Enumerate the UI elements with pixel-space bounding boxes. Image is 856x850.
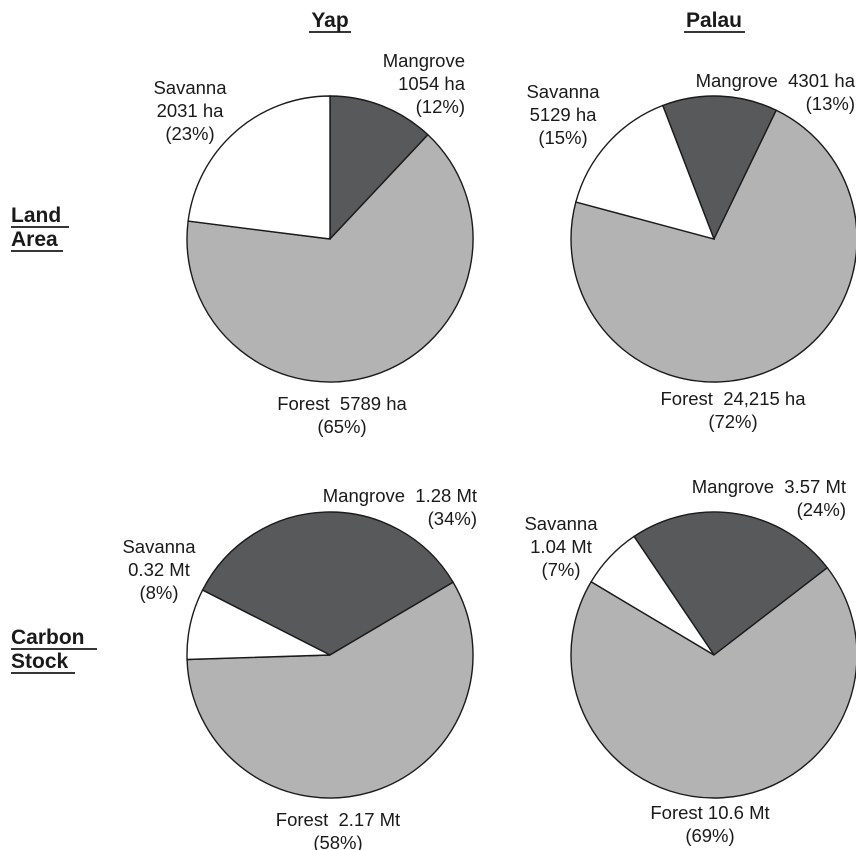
- slice-label-mangrove: Mangrove 1054 ha (12%): [383, 50, 466, 117]
- slice-label-line: (12%): [416, 96, 465, 117]
- row-header-carbon-stock: Carbon Stock: [11, 626, 97, 674]
- pie-slice-mangrove: [201, 511, 455, 656]
- column-header-yap: Yap: [309, 9, 351, 33]
- slice-label-line: Mangrove 1.28 Mt: [323, 485, 477, 506]
- slice-label-savanna: Savanna 2031 ha (23%): [153, 77, 227, 144]
- slice-label-line: (69%): [685, 825, 734, 846]
- pie-slice-forest: [570, 109, 856, 383]
- column-header-palau: Palau: [684, 9, 745, 33]
- slice-label-line: 1054 ha: [398, 73, 466, 94]
- slice-label-line: (15%): [538, 127, 587, 148]
- slice-label-mangrove: Mangrove 3.57 Mt (24%): [692, 476, 846, 520]
- pie-chart-palau-land-area: Mangrove 4301 ha (13%) Savanna 5129 ha (15%)…: [526, 70, 856, 432]
- pie-slice-mangrove: [633, 511, 829, 657]
- slice-label-line: (72%): [708, 411, 757, 432]
- slice-label-line: 0.32 Mt: [128, 559, 190, 580]
- slice-label-line: (7%): [541, 559, 580, 580]
- row-header-land-area: Land Area: [11, 204, 69, 252]
- slice-label-line: Savanna: [526, 81, 600, 102]
- row-header-land-area-line2: Area: [11, 228, 58, 251]
- slice-label-forest: Forest 10.6 Mt (69%): [650, 802, 769, 846]
- pie-chart-yap-carbon-stock: Mangrove 1.28 Mt (34%) Savanna 0.32 Mt (8%) F…: [122, 485, 477, 850]
- row-header-carbon-stock-line2: Stock: [11, 650, 69, 673]
- column-header-palau-text: Palau: [686, 9, 742, 32]
- slice-label-line: Forest 2.17 Mt: [276, 809, 400, 830]
- slice-label-line: 2031 ha: [157, 100, 225, 121]
- column-header-yap-text: Yap: [311, 9, 348, 32]
- row-header-land-area-line1: Land: [11, 204, 61, 227]
- slice-label-forest: Forest 5789 ha (65%): [277, 393, 407, 437]
- pie-slice-mangrove: [329, 95, 429, 241]
- slice-label-line: 5129 ha: [530, 104, 598, 125]
- slice-label-savanna: Savanna 1.04 Mt (7%): [524, 513, 598, 580]
- slice-label-line: Savanna: [122, 536, 196, 557]
- slice-label-line: Mangrove 3.57 Mt: [692, 476, 846, 497]
- slice-label-line: (23%): [165, 123, 214, 144]
- slice-label-mangrove: Mangrove 4301 ha (13%): [696, 70, 856, 114]
- pie-slice-forest: [186, 133, 474, 383]
- slice-label-line: (34%): [428, 508, 477, 529]
- slice-label-line: Savanna: [153, 77, 227, 98]
- slice-label-mangrove: Mangrove 1.28 Mt (34%): [323, 485, 477, 529]
- pie-slice-forest: [570, 566, 856, 799]
- slice-label-line: Forest 24,215 ha: [660, 388, 806, 409]
- pie-chart-yap-land-area: Mangrove 1054 ha (12%) Savanna 2031 ha (23%) F…: [153, 50, 474, 437]
- slice-label-forest: Forest 2.17 Mt (58%): [276, 809, 400, 850]
- slice-label-line: 1.04 Mt: [530, 536, 592, 557]
- pies-group: Mangrove 1054 ha (12%)Savanna 2031 ha (23%)F…: [122, 50, 856, 850]
- pie-chart-palau-carbon-stock: Mangrove 3.57 Mt (24%) Savanna 1.04 Mt (7%) F…: [524, 476, 856, 846]
- slice-label-line: Forest 10.6 Mt: [650, 802, 769, 823]
- pie-slice-savanna: [187, 95, 331, 240]
- pie-slice-mangrove: [661, 95, 778, 241]
- slice-label-forest: Forest 24,215 ha (72%): [660, 388, 806, 432]
- pie-slice-savanna: [186, 589, 331, 661]
- slice-label-line: Mangrove: [383, 50, 465, 71]
- slice-label-savanna: Savanna 0.32 Mt (8%): [122, 536, 196, 603]
- pie-slice-forest: [186, 581, 474, 799]
- slice-label-line: Forest 5789 ha: [277, 393, 407, 414]
- slice-label-line: Mangrove 4301 ha: [696, 70, 856, 91]
- slice-label-line: (58%): [313, 832, 362, 850]
- slice-label-line: (65%): [317, 416, 366, 437]
- slice-label-line: Savanna: [524, 513, 598, 534]
- slice-label-line: (24%): [797, 499, 846, 520]
- pie-slice-savanna: [575, 104, 716, 241]
- slice-label-savanna: Savanna 5129 ha (15%): [526, 81, 600, 148]
- slice-label-line: (8%): [139, 582, 178, 603]
- slice-label-line: (13%): [806, 93, 855, 114]
- row-header-carbon-stock-line1: Carbon: [11, 626, 85, 649]
- pie-slice-savanna: [590, 535, 715, 656]
